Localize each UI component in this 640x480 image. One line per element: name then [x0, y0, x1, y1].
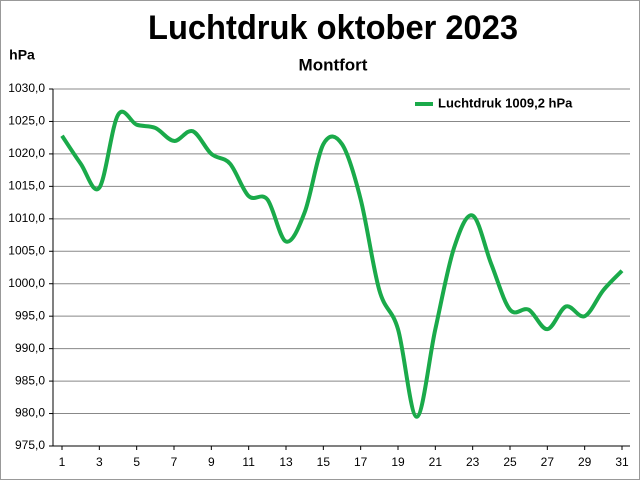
data-line	[60, 109, 624, 419]
x-tick-label: 19	[391, 455, 405, 469]
x-tick-label: 11	[242, 455, 255, 469]
y-tick-label: 1000,0	[8, 276, 45, 290]
y-tick-label: 995,0	[15, 308, 45, 322]
x-tick-label: 9	[208, 455, 215, 469]
x-tick-label: 7	[171, 455, 178, 469]
x-tick-label: 5	[133, 455, 140, 469]
y-tick-label: 990,0	[15, 341, 45, 355]
y-axis-label: hPa	[9, 47, 35, 63]
x-tick-label: 21	[429, 455, 443, 469]
y-tick-label: 1010,0	[8, 211, 45, 225]
x-tick-label: 29	[578, 455, 592, 469]
x-tick-label: 25	[503, 455, 517, 469]
x-tick-label: 3	[96, 455, 103, 469]
y-tick-label: 1025,0	[8, 114, 45, 128]
y-tick-label: 975,0	[15, 438, 45, 452]
chart-title: Luchtdruk oktober 2023	[148, 9, 518, 47]
y-tick-label: 1015,0	[8, 179, 45, 193]
y-tick-label: 985,0	[15, 373, 45, 387]
y-tick-label: 1030,0	[8, 81, 45, 95]
x-tick-label: 1	[59, 455, 66, 469]
chart-subtitle: Montfort	[299, 55, 368, 74]
y-tick-label: 1005,0	[8, 243, 45, 257]
y-tick-label: 980,0	[15, 406, 45, 420]
x-tick-label: 31	[615, 455, 629, 469]
x-tick-label: 13	[279, 455, 293, 469]
legend-label: Luchtdruk 1009,2 hPa	[438, 95, 573, 110]
y-tick-label: 1020,0	[8, 146, 45, 160]
x-tick-label: 17	[354, 455, 368, 469]
x-tick-label: 27	[541, 455, 555, 469]
x-tick-label: 23	[466, 455, 480, 469]
x-tick-label: 15	[317, 455, 331, 469]
